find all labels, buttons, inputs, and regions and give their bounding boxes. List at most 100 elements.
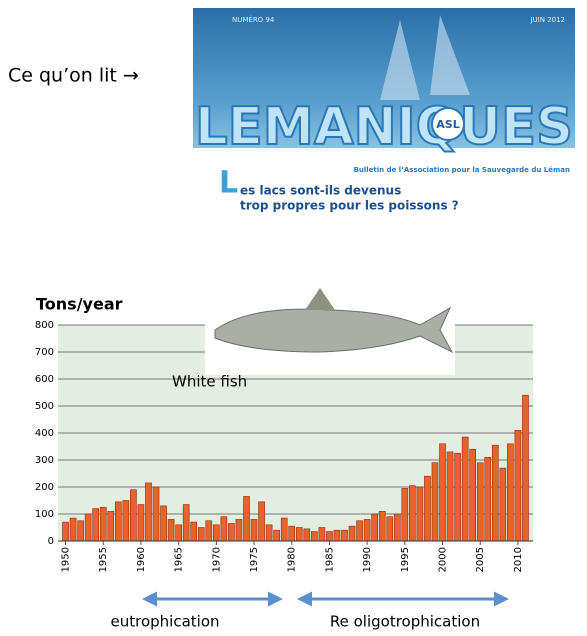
intro: Ce qu’on lit → (8, 65, 139, 87)
x-tick-label: 1960 (136, 547, 147, 572)
bar (122, 500, 130, 542)
bar (491, 444, 499, 542)
bar (476, 462, 484, 542)
x-tick-label: 2005 (475, 547, 486, 572)
bar (431, 462, 439, 542)
bar (461, 436, 469, 542)
cover-bottom (193, 148, 575, 222)
bar (235, 519, 243, 542)
bar (258, 501, 265, 542)
bar (371, 513, 378, 542)
bar (416, 486, 424, 542)
x-tick-label: 1965 (174, 547, 185, 572)
bar (243, 496, 250, 542)
fish-picture (205, 288, 455, 375)
y-tick-label: 800 (35, 320, 54, 331)
bar (205, 520, 213, 542)
y-tick-label: 500 (35, 401, 54, 412)
bar (378, 510, 386, 542)
bar (356, 520, 363, 542)
bar (160, 505, 167, 542)
bar (522, 394, 529, 542)
headline-line: trop propres pour les poissons ? (240, 199, 459, 213)
bar (280, 517, 288, 542)
x-tick-label: 2010 (513, 547, 524, 572)
bar (446, 451, 454, 542)
x-tick-label: 2000 (438, 547, 449, 572)
bar (182, 504, 190, 542)
bar (265, 524, 273, 542)
y-tick-label: 200 (35, 482, 54, 493)
bar (295, 527, 303, 542)
bar (348, 525, 356, 542)
bar (220, 516, 228, 542)
bar (77, 520, 84, 542)
cover-title: LEMANIQUES (195, 97, 573, 157)
x-tick-label: 1950 (61, 547, 72, 572)
bar (484, 456, 492, 542)
date: JUIN 2012 (529, 16, 565, 24)
bar (228, 523, 235, 542)
bar (341, 529, 348, 542)
period-label: Re oligotrophication (330, 613, 480, 631)
x-tick-label: 1985 (324, 547, 335, 572)
x-tick-label: 1955 (98, 547, 109, 572)
bar (326, 531, 333, 542)
bar (454, 452, 461, 542)
bar (137, 504, 145, 542)
headline-line: es lacs sont-ils devenus (240, 184, 401, 198)
bar (62, 521, 69, 542)
bar (130, 489, 137, 542)
y-tick-label: 700 (35, 347, 54, 358)
bar (152, 486, 160, 542)
x-tick-label: 1995 (400, 547, 411, 572)
x-tick-label: 1970 (211, 547, 222, 572)
fin (305, 288, 335, 310)
bar (92, 508, 100, 542)
bar (393, 513, 401, 542)
bar (386, 516, 394, 542)
bar (190, 521, 198, 542)
annotation: White fish (172, 373, 247, 391)
bar (409, 485, 416, 542)
bar (175, 524, 182, 542)
bar (273, 529, 280, 542)
bar (197, 527, 205, 542)
cover-subtitle: Bulletin de l’Association pour la Sauveg… (354, 166, 570, 174)
y-tick-label: 100 (35, 509, 54, 520)
bar (363, 519, 371, 542)
bar (115, 501, 122, 542)
bar (401, 488, 409, 542)
issue: NUMÉRO 94 (232, 15, 275, 24)
y-tick-label: 300 (35, 455, 54, 466)
bar (145, 482, 152, 542)
bar (250, 519, 258, 542)
bar (318, 527, 326, 542)
sails (380, 15, 470, 100)
bar (99, 506, 107, 542)
x-tick-label: 1990 (362, 547, 373, 572)
bar (107, 510, 115, 542)
bar (333, 529, 341, 542)
x-tick-label: 1975 (249, 547, 260, 572)
y-axis-label: Tons/year (36, 295, 123, 314)
period-label: eutrophication (111, 613, 220, 631)
bar (514, 429, 522, 542)
y-tick-label: 400 (35, 428, 54, 439)
bar (167, 519, 175, 542)
bar (507, 443, 514, 542)
drop-cap: L (219, 166, 238, 201)
bar (213, 524, 220, 542)
bar (439, 443, 446, 542)
logo: ASL (436, 118, 459, 131)
y-tick-label: 0 (48, 536, 54, 547)
bar (84, 513, 92, 542)
bar (303, 528, 311, 542)
bar (499, 467, 507, 542)
bar (311, 531, 318, 542)
bar (288, 525, 296, 542)
bar (424, 475, 431, 542)
bar (469, 448, 476, 542)
